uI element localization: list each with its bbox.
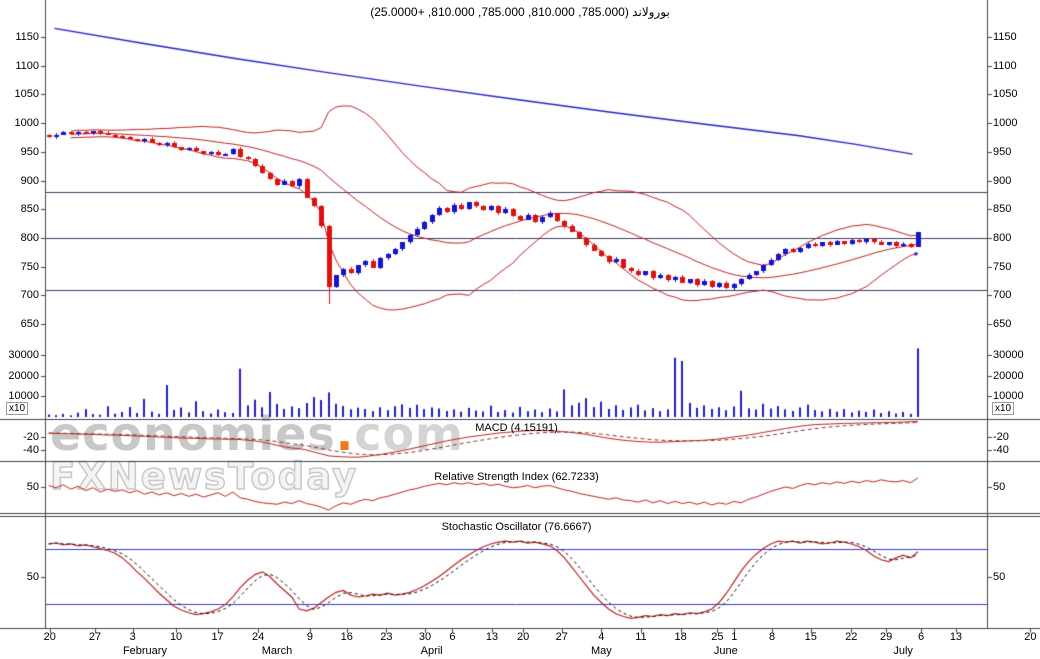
price-axis-label-left: 750	[20, 260, 39, 273]
x-axis-month-label: July	[893, 645, 913, 657]
price-axis-label-left: 1150	[15, 31, 39, 43]
x-axis-day-label: 13	[485, 631, 499, 643]
price-axis-label-left: 950	[20, 145, 39, 158]
x-axis-day-label: 17	[211, 631, 224, 643]
price-axis-label-left: 1100	[15, 59, 39, 72]
price-axis-label-right: 900	[993, 174, 1012, 187]
x-axis-month-label: February	[122, 645, 167, 657]
rsi-panel-title: Relative Strength Index (62.7233)	[434, 471, 599, 483]
x-axis-day-label: 25	[711, 631, 724, 643]
price-axis-label-left: 850	[20, 203, 39, 216]
x-axis-day-label: 16	[340, 631, 353, 643]
volume-axis-label-right: 10000	[993, 390, 1024, 403]
x-axis-day-label: 18	[674, 631, 687, 643]
volume-multiplier-label-right: x10	[992, 402, 1015, 415]
stoch-axis-label-right: 50	[993, 570, 1006, 583]
x-axis-day-label: 8	[768, 631, 776, 643]
x-axis-day-label: 24	[251, 631, 265, 643]
x-axis-day-label: 10	[169, 631, 183, 643]
macd-axis-label-right: -20	[993, 431, 1009, 443]
x-axis-day-label: 6	[449, 631, 456, 643]
price-axis-label-left: 800	[20, 231, 39, 244]
x-axis-day-label: 23	[380, 631, 393, 643]
volume-axis-label-right: 30000	[993, 349, 1024, 361]
x-axis-day-label: 4	[598, 631, 605, 643]
rsi-axis-label-right: 50	[993, 481, 1006, 493]
macd-panel-title: MACD (4.15191)	[475, 422, 558, 434]
price-axis-label-right: 1100	[993, 59, 1017, 72]
price-axis-label-left: 900	[20, 174, 39, 187]
macd-axis-label-right: -40	[993, 444, 1009, 456]
price-axis-label-right: 650	[993, 318, 1012, 330]
stoch-panel-title: Stochastic Oscillator (76.6667)	[441, 521, 592, 533]
price-axis-label-left: 650	[20, 318, 39, 330]
x-axis-day-label: 30	[418, 631, 432, 643]
x-axis-day-label: 27	[88, 631, 102, 643]
macd-axis-label-left: -40	[23, 444, 39, 456]
volume-axis-label-left: 10000	[8, 390, 39, 403]
x-axis-day-label: 20	[516, 631, 530, 643]
x-axis-day-label: 13	[949, 631, 963, 643]
chart-title: بورولاند (785.000, 810.000, 785.000, 810…	[370, 5, 670, 19]
x-axis-day-label: 6	[917, 631, 925, 643]
price-axis-label-right: 950	[993, 145, 1012, 158]
price-axis-label-right: 850	[993, 203, 1012, 216]
price-axis-label-right: 1150	[993, 31, 1017, 43]
volume-multiplier-label-left: x10	[6, 402, 29, 415]
x-axis-day-label: 20	[1024, 631, 1037, 643]
price-axis-label-left: 1000	[14, 117, 39, 130]
x-axis-month-label: March	[261, 645, 293, 657]
x-axis-day-label: 15	[804, 631, 817, 643]
stoch-axis-label-left: 50	[26, 570, 39, 583]
price-axis-label-right: 1000	[993, 117, 1018, 130]
x-axis-day-label: 11	[635, 631, 647, 643]
price-axis-label-left: 1050	[14, 88, 39, 101]
volume-axis-label-left: 20000	[8, 369, 39, 382]
x-axis-day-label: 27	[555, 631, 568, 643]
x-axis-day-label: 1	[731, 631, 738, 643]
price-axis-label-right: 700	[993, 289, 1012, 302]
x-axis-month-label: April	[420, 645, 443, 657]
x-axis-month-label: June	[713, 645, 738, 657]
price-axis-label-right: 1050	[993, 88, 1018, 101]
x-axis-day-label: 22	[845, 631, 858, 643]
rsi-axis-label-left: 50	[26, 481, 39, 493]
price-axis-label-left: 700	[20, 289, 39, 302]
price-axis-label-right: 750	[993, 260, 1012, 273]
price-axis-label-right: 800	[993, 231, 1012, 244]
x-axis-month-label: May	[590, 645, 612, 657]
volume-axis-label-right: 20000	[993, 369, 1024, 382]
volume-axis-label-left: 30000	[8, 349, 39, 361]
x-axis-day-label: 20	[43, 631, 56, 643]
x-axis-day-label: 9	[306, 631, 314, 643]
x-axis-day-label: 3	[129, 631, 136, 643]
x-axis-day-label: 29	[880, 631, 893, 643]
macd-axis-label-left: -20	[23, 431, 39, 443]
